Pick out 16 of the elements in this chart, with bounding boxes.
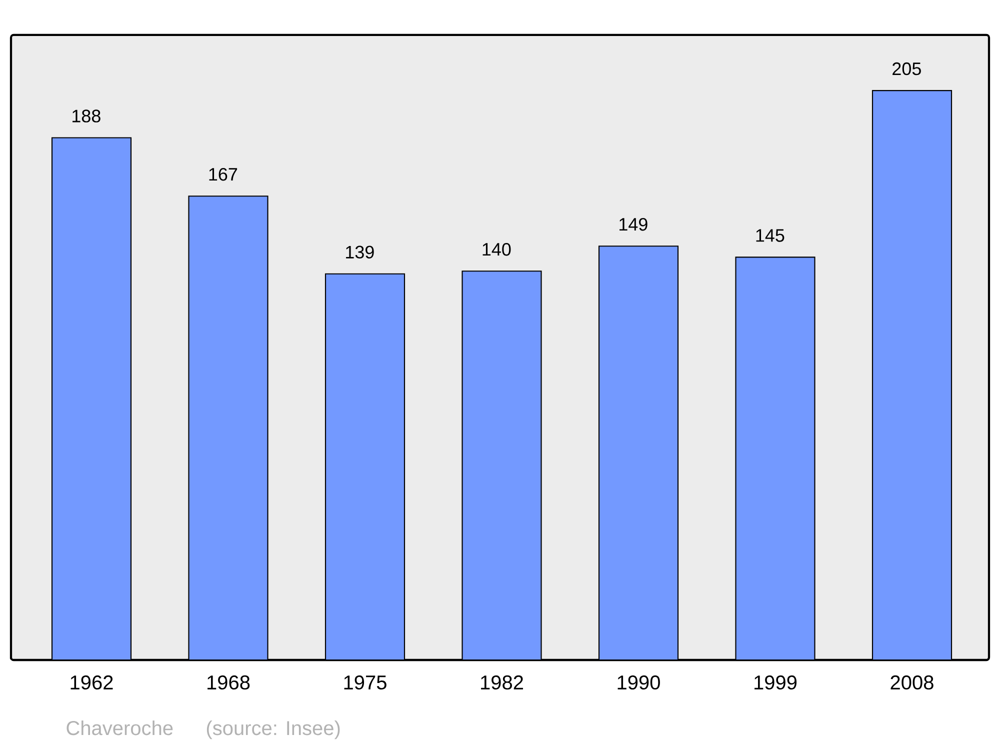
x-tick-label: 1990	[618, 675, 660, 690]
data-label: 145	[756, 229, 784, 242]
text: Chaveroche	[66, 720, 173, 736]
x-tick-label: 1962	[70, 675, 113, 690]
data-label: 139	[346, 246, 374, 258]
x-tick-label: 2008	[890, 675, 934, 690]
data-label: 149	[620, 218, 648, 231]
x-tick-label: 1968	[208, 675, 250, 690]
data-label: 205	[892, 62, 921, 76]
text: (source: Insee)	[206, 720, 340, 740]
data-label: 140	[482, 242, 511, 256]
data-label: 167	[209, 168, 238, 181]
x-tick-label: 1982	[481, 675, 523, 690]
x-tick-label: 1975	[344, 675, 386, 690]
data-label: 188	[72, 110, 100, 122]
x-tick-label: 1999	[754, 675, 797, 690]
